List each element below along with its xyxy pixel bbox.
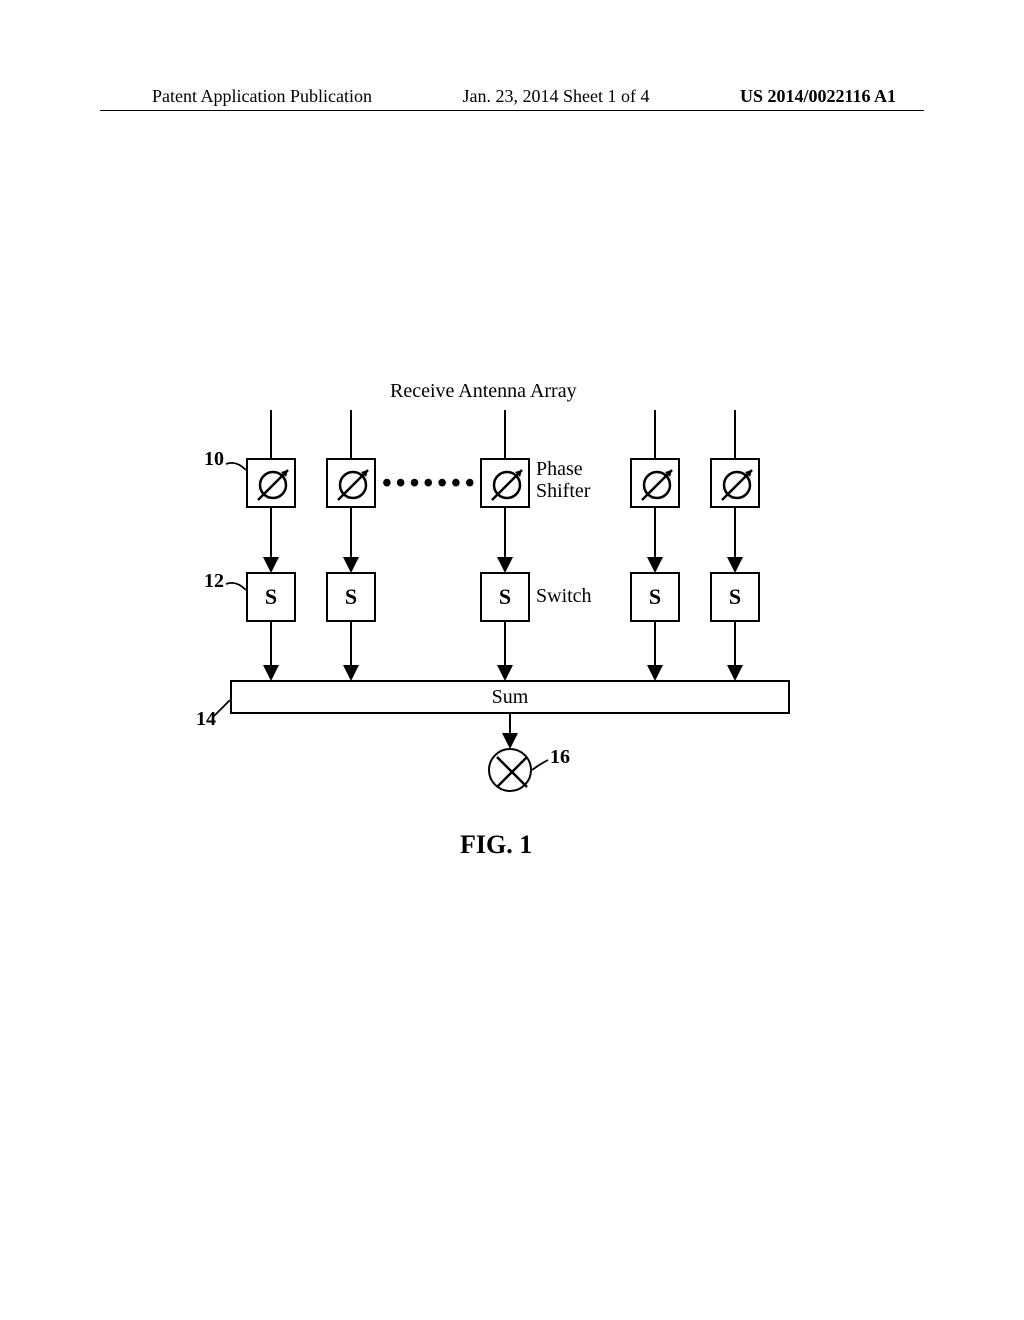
figure-caption: FIG. 1 [460, 830, 532, 860]
switch-text: S [729, 584, 741, 610]
phase-shifter-label: PhaseShifter [536, 458, 590, 502]
ref-label-sum: 14 [196, 708, 216, 731]
mixer-circle [488, 748, 532, 792]
ref-label-phase: 10 [204, 448, 224, 471]
switch-label: Switch [536, 585, 592, 608]
header-mid: Jan. 23, 2014 Sheet 1 of 4 [462, 86, 649, 107]
phase-shifter-box [480, 458, 530, 508]
switch-text: S [499, 584, 511, 610]
switch-box: S [480, 572, 530, 622]
page-header: Patent Application Publication Jan. 23, … [0, 86, 1024, 107]
phase-icon [712, 460, 762, 510]
array-title: Receive Antenna Array [390, 380, 577, 403]
switch-text: S [649, 584, 661, 610]
phase-shifter-box [246, 458, 296, 508]
sum-box: Sum [230, 680, 790, 714]
block-diagram: Receive Antenna Array ••••••• PhaseShift… [200, 380, 824, 860]
phase-shifter-label-text: PhaseShifter [536, 458, 590, 502]
switch-box: S [246, 572, 296, 622]
header-rule [100, 110, 924, 111]
phase-shifter-box [326, 458, 376, 508]
switch-text: S [345, 584, 357, 610]
header-right: US 2014/0022116 A1 [740, 86, 896, 107]
phase-shifter-box [710, 458, 760, 508]
switch-text: S [265, 584, 277, 610]
ref-label-switch: 12 [204, 570, 224, 593]
sum-label: Sum [492, 686, 529, 709]
ellipsis-dots: ••••••• [382, 468, 479, 500]
phase-icon [482, 460, 532, 510]
phase-icon [632, 460, 682, 510]
switch-box: S [326, 572, 376, 622]
ref-label-mixer: 16 [550, 746, 570, 769]
mixer-x-icon [490, 750, 534, 794]
phase-icon [328, 460, 378, 510]
header-left: Patent Application Publication [152, 86, 372, 107]
phase-icon [248, 460, 298, 510]
switch-box: S [630, 572, 680, 622]
phase-shifter-box [630, 458, 680, 508]
switch-box: S [710, 572, 760, 622]
